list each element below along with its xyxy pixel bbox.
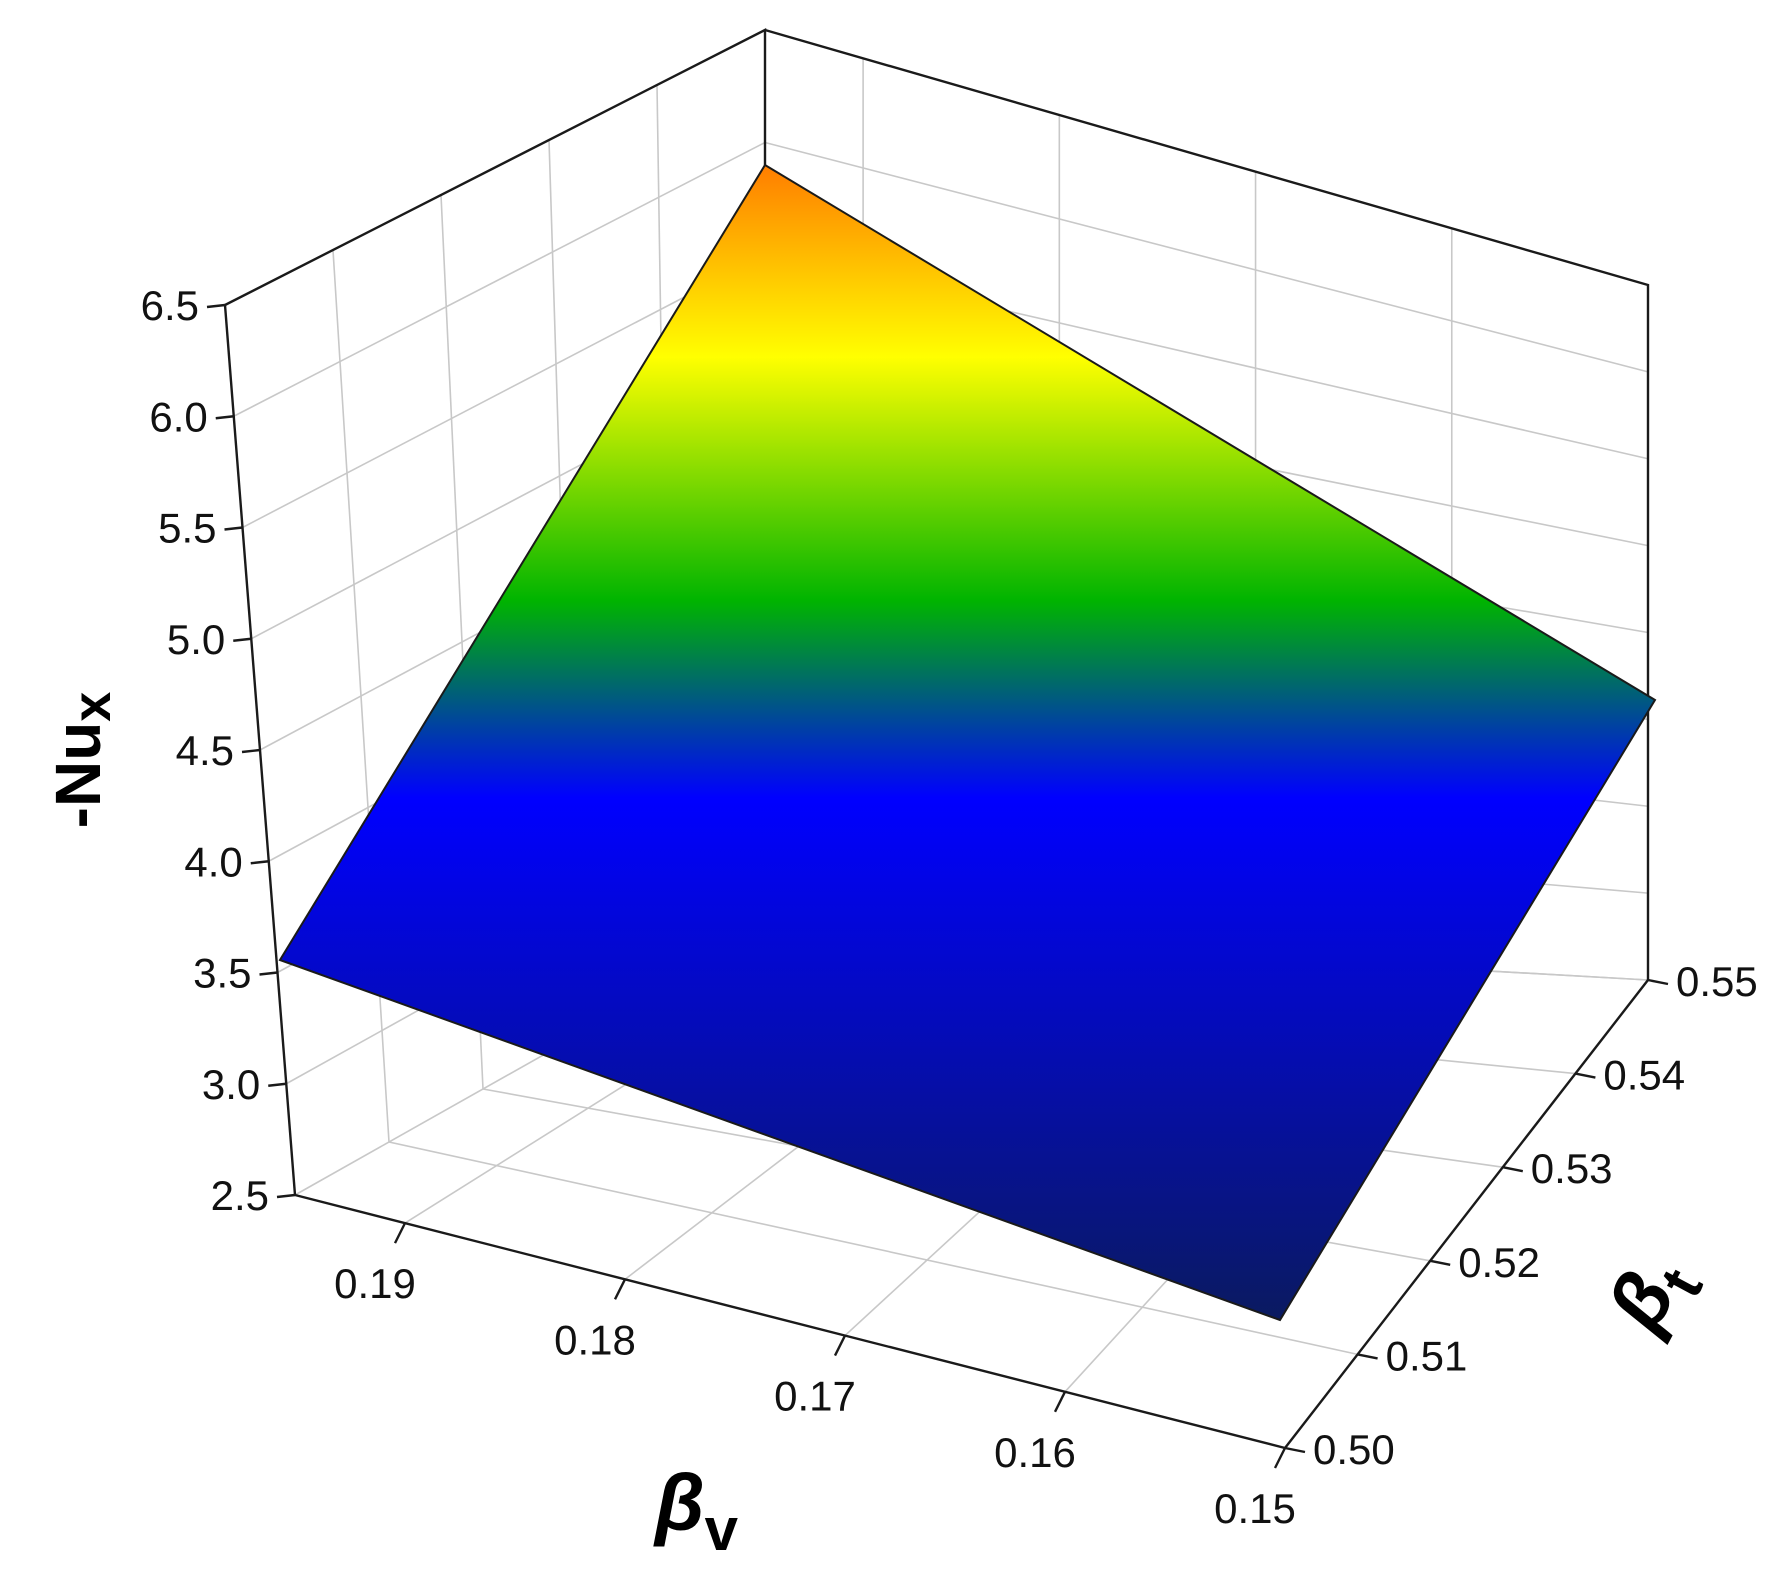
y-tick-mark bbox=[1357, 1353, 1378, 1360]
z-tick-mark bbox=[233, 637, 252, 642]
y-tick-mark bbox=[1647, 978, 1669, 986]
z-tick-label: 5.0 bbox=[167, 616, 225, 663]
z-tick-label: 3.5 bbox=[193, 950, 251, 997]
y-axis-title: βt bbox=[1589, 1240, 1715, 1353]
z-tick-label: 5.5 bbox=[158, 505, 216, 552]
x-tick-mark bbox=[393, 1222, 407, 1244]
x-tick-mark bbox=[613, 1278, 627, 1300]
z-tick-label: 6.0 bbox=[149, 393, 207, 440]
z-tick-mark bbox=[259, 971, 278, 976]
y-axis-line bbox=[1284, 979, 1649, 1449]
x-axis-line bbox=[294, 1193, 1286, 1450]
y-tick-label: 0.54 bbox=[1603, 1052, 1685, 1099]
y-tick-label: 0.52 bbox=[1458, 1239, 1540, 1286]
z-tick-label: 4.0 bbox=[184, 838, 242, 885]
x-tick-mark bbox=[833, 1335, 847, 1357]
y-tick-mark bbox=[1502, 1166, 1524, 1173]
grid-line-floor-y bbox=[388, 1141, 1358, 1356]
y-tick-mark bbox=[1284, 1446, 1306, 1454]
x-axis-ticks: 0.19 0.18 0.17 0.16 0.15 bbox=[334, 1222, 1296, 1532]
z-axis-ticks: 2.5 3.0 3.5 4.0 4.5 5.0 5.5 6.0 6.5 bbox=[141, 282, 296, 1219]
z-tick-mark bbox=[241, 748, 261, 754]
x-axis-title: βv bbox=[653, 1458, 739, 1563]
x-tick-mark bbox=[1273, 1447, 1287, 1469]
x-tick-mark bbox=[1053, 1391, 1067, 1413]
surface bbox=[278, 163, 1657, 1322]
z-tick-mark bbox=[268, 1082, 287, 1087]
grid-line-left-wall bbox=[233, 141, 766, 417]
grid-line-left-wall bbox=[242, 254, 766, 529]
z-tick-label: 6.5 bbox=[141, 282, 199, 329]
z-tick-mark bbox=[206, 303, 226, 309]
z-axis-title: -Nux bbox=[42, 692, 122, 829]
z-tick-mark bbox=[224, 526, 243, 531]
x-tick-label: 0.17 bbox=[774, 1373, 856, 1420]
back-right-edge bbox=[764, 28, 1650, 980]
z-tick-mark bbox=[276, 1193, 296, 1199]
x-tick-label: 0.16 bbox=[994, 1429, 1076, 1476]
z-tick-label: 3.0 bbox=[202, 1061, 260, 1108]
y-tick-label: 0.53 bbox=[1531, 1145, 1613, 1192]
y-tick-mark bbox=[1429, 1259, 1451, 1266]
y-tick-label: 0.51 bbox=[1386, 1332, 1468, 1379]
z-tick-label: 2.5 bbox=[211, 1172, 269, 1219]
z-tick-label: 4.5 bbox=[176, 727, 234, 774]
y-tick-mark bbox=[1575, 1072, 1596, 1079]
y-tick-label: 0.55 bbox=[1676, 958, 1758, 1005]
x-tick-label: 0.19 bbox=[334, 1260, 416, 1307]
z-tick-mark bbox=[215, 415, 234, 420]
grid-line-right-wall bbox=[764, 141, 1649, 373]
x-tick-label: 0.15 bbox=[1214, 1485, 1296, 1532]
grid-line-left-wall-vertical bbox=[332, 249, 390, 1143]
z-tick-mark bbox=[250, 860, 269, 865]
x-tick-label: 0.18 bbox=[554, 1316, 636, 1363]
y-axis-ticks: 0.50 0.51 0.52 0.53 0.54 0.55 bbox=[1284, 958, 1758, 1473]
y-tick-label: 0.50 bbox=[1313, 1426, 1395, 1473]
